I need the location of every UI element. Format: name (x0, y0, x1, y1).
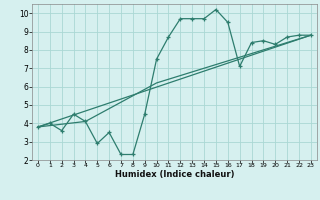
X-axis label: Humidex (Indice chaleur): Humidex (Indice chaleur) (115, 170, 234, 179)
